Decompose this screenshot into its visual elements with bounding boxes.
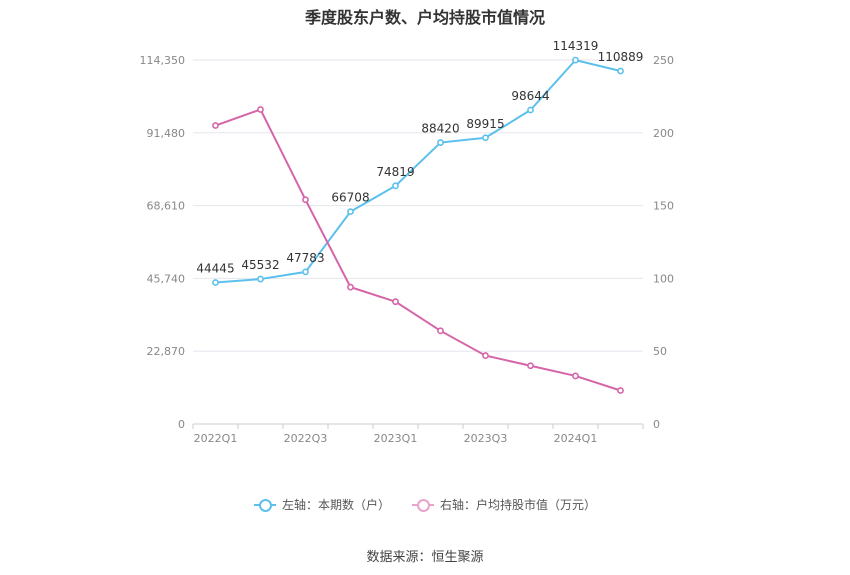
data-point-right [527, 362, 534, 370]
data-point-right [347, 283, 354, 291]
data-label: 44445 [196, 262, 234, 276]
data-label: 98644 [511, 89, 549, 103]
y-left-tick-label: 114,350 [140, 54, 186, 67]
y-right-tick-label: 200 [653, 127, 674, 140]
series-line-right [215, 108, 621, 392]
data-point-right [482, 352, 489, 359]
x-tick-label: 2022Q3 [284, 432, 328, 445]
x-tick-label: 2023Q3 [464, 432, 508, 445]
data-label: 47783 [286, 251, 324, 265]
y-right-tick-label: 250 [653, 54, 674, 67]
data-label: 114319 [553, 39, 599, 53]
data-point-right [302, 196, 309, 204]
legend-swatch-right [412, 498, 434, 512]
data-label: 110889 [598, 50, 644, 64]
y-right-tick-label: 150 [653, 200, 674, 213]
data-point-left [212, 279, 219, 286]
y-left-tick-label: 45,740 [147, 272, 186, 285]
data-label: 74819 [376, 165, 414, 179]
data-point-left [302, 268, 309, 276]
legend: 左轴：本期数（户） 右轴：户均持股市值（万元） [0, 496, 850, 513]
legend-item-right-series[interactable]: 右轴：户均持股市值（万元） [412, 496, 596, 513]
x-tick-label: 2024Q1 [554, 432, 598, 445]
data-point-left [257, 275, 264, 283]
data-label: 89915 [466, 117, 504, 131]
y-left-tick-label: 68,610 [147, 200, 186, 213]
data-point-right [437, 327, 444, 335]
data-point-right [572, 372, 579, 380]
data-point-right [392, 298, 399, 306]
data-label: 88420 [421, 122, 459, 136]
chart-title: 季度股东户数、户均持股市值情况 [304, 8, 545, 27]
y-right-tick-label: 50 [653, 345, 667, 358]
data-source: 数据来源：恒生聚源 [366, 550, 484, 565]
y-left-tick-label: 22,870 [147, 345, 186, 358]
data-point-left [482, 134, 489, 142]
data-point-left [572, 56, 579, 64]
y-left-tick-label: 91,480 [147, 127, 186, 140]
data-point-right [617, 387, 624, 394]
data-label: 66708 [331, 191, 369, 205]
data-point-right [257, 106, 264, 113]
legend-item-left-series[interactable]: 左轴：本期数（户） [253, 496, 390, 513]
data-point-left [617, 67, 624, 75]
data-point-left [392, 182, 399, 190]
legend-label-right: 右轴：户均持股市值（万元） [440, 498, 597, 512]
data-point-right [212, 122, 219, 129]
y-right-tick-label: 0 [653, 418, 660, 431]
series-line-left [215, 58, 621, 284]
data-point-left [527, 106, 534, 114]
data-point-left [347, 208, 354, 216]
legend-swatch-left [253, 498, 276, 512]
legend-label-left: 左轴：本期数（户） [281, 498, 390, 512]
data-point-left [437, 139, 444, 146]
x-tick-label: 2023Q1 [374, 432, 418, 445]
y-right-tick-label: 100 [653, 272, 674, 285]
x-tick-label: 2022Q1 [194, 432, 238, 445]
data-label: 45532 [241, 258, 279, 272]
y-left-tick-label: 0 [178, 418, 185, 431]
